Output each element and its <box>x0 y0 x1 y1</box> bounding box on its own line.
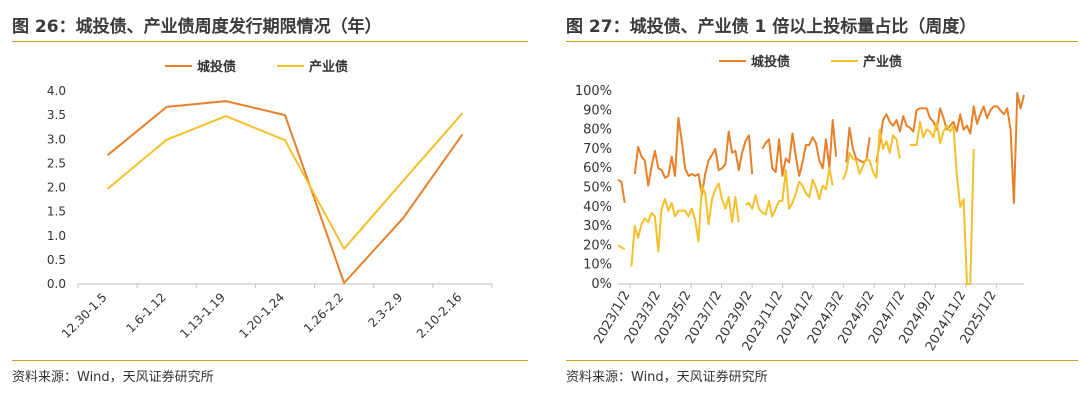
chart-title-right: 图 27：城投债、产业债 1 倍以上投标量占比（周度） <box>566 17 977 37</box>
legend-label-right-s1: 城投债 <box>751 54 790 70</box>
series-chengtou-right-line-segment-4 <box>875 91 1025 204</box>
x-tick-label-left: 1.26-2.2 <box>301 290 346 335</box>
x-tick-label-left: 1.6-1.12 <box>123 290 168 335</box>
legend-label-right-s2: 产业债 <box>863 54 902 70</box>
left-legend: 城投债 产业债 <box>165 59 348 75</box>
source-divider-right <box>566 360 1078 361</box>
title-divider-left <box>12 41 528 42</box>
y-tick-label-left: 1.0 <box>47 229 66 243</box>
y-tick-label-left: 0.0 <box>47 277 66 291</box>
y-tick-label-right: 60% <box>583 161 612 176</box>
y-tick-label-right: 40% <box>583 200 612 215</box>
y-tick-label-left: 2.0 <box>47 181 66 195</box>
legend-label-left-s2: 产业债 <box>309 59 348 75</box>
right-legend: 城投债 产业债 <box>719 54 902 70</box>
y-tick-label-right: 70% <box>583 142 612 157</box>
x-tick-label-left: 2.10-2.16 <box>414 290 465 341</box>
x-tick-label-left: 12.30-1.5 <box>59 290 110 341</box>
x-tick-label-left: 1.13-1.19 <box>177 290 228 341</box>
y-tick-label-right: 0% <box>591 277 612 292</box>
series-chanye-right-line-segment-3 <box>841 128 901 181</box>
chart-panel-left: 图 26：城投债、产业债周度发行期限情况（年） 0.0 0.5 1.0 1.5 2.0 2… <box>0 0 530 404</box>
series-chengtou-right-line-segment-1 <box>633 117 754 197</box>
x-tick-label-left: 2.3-2.9 <box>365 290 405 330</box>
y-tick-label-right: 90% <box>583 103 612 118</box>
series-chanye-right-line-segment-1 <box>630 182 740 267</box>
y-tick-label-left: 1.5 <box>47 205 66 219</box>
source-note-left: 资料来源：Wind，天风证券研究所 <box>12 370 214 385</box>
line-chart-left: 0.0 0.5 1.0 1.5 2.0 2.5 3.0 3.5 4.0 12.30-1.5 1.6-… <box>47 59 493 341</box>
x-tick-label-left: 1.20-1.24 <box>236 290 287 341</box>
chart-panel-right: 图 27：城投债、产业债 1 倍以上投标量占比（周度） 0% 10% 20% 30% 4… <box>554 0 1080 404</box>
y-tick-label-left: 0.5 <box>47 253 66 267</box>
legend-label-left-s1: 城投债 <box>197 59 236 75</box>
series-chanye-right-line-segment-4 <box>909 120 975 285</box>
y-tick-label-right: 30% <box>583 219 612 234</box>
series-chengtou-left-line-segment-0 <box>106 100 464 284</box>
series-chengtou-right-line-segment-2 <box>761 119 838 177</box>
y-tick-label-right: 100% <box>575 84 612 99</box>
y-tick-label-left: 4.0 <box>47 84 66 98</box>
source-divider-left <box>12 360 528 361</box>
y-tick-label-right: 10% <box>583 258 612 273</box>
series-chengtou-right-line-segment-0 <box>617 178 626 204</box>
source-note-right: 资料来源：Wind，天风证券研究所 <box>566 370 768 385</box>
line-chart-right: 0%10%20%30%40%50%60%70%80%90%100%2023/1/… <box>575 54 1025 354</box>
chart-title-left: 图 26：城投债、产业债周度发行期限情况（年） <box>12 17 382 37</box>
y-tick-label-left: 3.0 <box>47 132 66 146</box>
series-chanye-right-line-segment-2 <box>744 167 834 218</box>
y-tick-label-right: 50% <box>583 181 612 196</box>
title-divider-right <box>566 41 1078 42</box>
y-tick-label-right: 20% <box>583 238 612 253</box>
y-tick-label-left: 3.5 <box>47 108 66 122</box>
y-tick-label-left: 2.5 <box>47 156 66 170</box>
y-tick-label-right: 80% <box>583 123 612 138</box>
series-chanye-left-line-segment-0 <box>106 112 464 250</box>
series-chanye-right-line-segment-0 <box>617 244 626 251</box>
